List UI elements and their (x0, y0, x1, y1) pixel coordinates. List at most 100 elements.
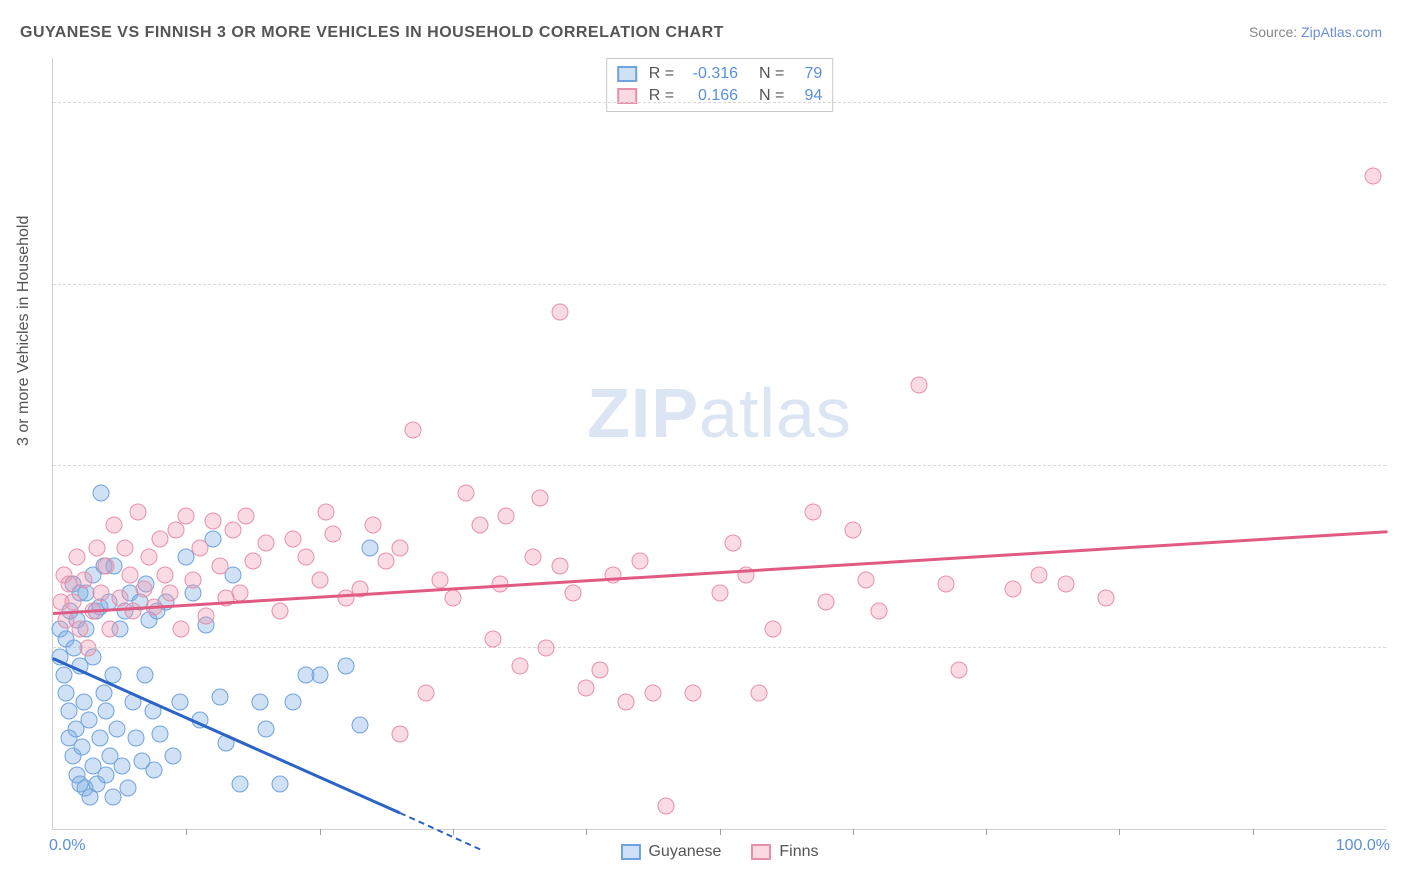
data-point (271, 603, 288, 620)
y-tick-label: 20.0% (1396, 639, 1406, 657)
gridline-h (53, 102, 1386, 103)
data-point (871, 603, 888, 620)
data-point (92, 585, 109, 602)
data-point (122, 567, 139, 584)
data-point (136, 666, 153, 683)
data-point (511, 657, 528, 674)
chart-source: Source: ZipAtlas.com (1249, 24, 1382, 40)
data-point (146, 762, 163, 779)
x-tick-max: 100.0% (1336, 837, 1390, 855)
legend-swatch (617, 66, 637, 82)
data-point (111, 589, 128, 606)
x-tick-mark (720, 829, 721, 835)
data-point (391, 725, 408, 742)
x-tick-mark (986, 829, 987, 835)
data-point (58, 684, 75, 701)
data-point (324, 526, 341, 543)
data-point (71, 621, 88, 638)
y-tick-label: 60.0% (1396, 276, 1406, 294)
data-point (79, 639, 96, 656)
data-point (938, 576, 955, 593)
data-point (804, 503, 821, 520)
legend-item: Guyanese (620, 843, 721, 861)
data-point (167, 521, 184, 538)
data-point (484, 630, 501, 647)
data-point (444, 589, 461, 606)
data-point (102, 621, 119, 638)
data-point (844, 521, 861, 538)
data-point (284, 530, 301, 547)
data-point (68, 548, 85, 565)
data-point (98, 766, 115, 783)
y-axis-label: 3 or more Vehicles in Household (15, 216, 33, 446)
data-point (418, 684, 435, 701)
data-point (127, 730, 144, 747)
data-point (178, 508, 195, 525)
data-point (311, 571, 328, 588)
gridline-h (53, 284, 1386, 285)
legend-stat-row: R =-0.316 N =79 (617, 63, 823, 85)
data-point (751, 684, 768, 701)
source-link[interactable]: ZipAtlas.com (1301, 24, 1382, 40)
legend-item: Finns (751, 843, 818, 861)
data-point (378, 553, 395, 570)
data-point (471, 517, 488, 534)
chart-title: GUYANESE VS FINNISH 3 OR MORE VEHICLES I… (20, 24, 724, 42)
data-point (119, 780, 136, 797)
data-point (92, 485, 109, 502)
data-point (231, 775, 248, 792)
data-point (538, 639, 555, 656)
data-point (284, 694, 301, 711)
data-point (114, 757, 131, 774)
data-point (88, 539, 105, 556)
data-point (98, 703, 115, 720)
data-point (318, 503, 335, 520)
data-point (524, 548, 541, 565)
data-point (130, 503, 147, 520)
legend-stat-row: R =0.166 N =94 (617, 85, 823, 107)
data-point (116, 539, 133, 556)
data-point (631, 553, 648, 570)
x-tick-mark (1253, 829, 1254, 835)
data-point (351, 716, 368, 733)
data-point (911, 376, 928, 393)
data-point (211, 557, 228, 574)
data-point (64, 594, 81, 611)
data-point (711, 585, 728, 602)
data-point (74, 739, 91, 756)
legend-label: Guyanese (648, 843, 721, 861)
data-point (172, 621, 189, 638)
data-point (458, 485, 475, 502)
legend-stats: R =-0.316 N =79R =0.166 N =94 (606, 58, 834, 112)
x-tick-mark (853, 829, 854, 835)
plot-area: ZIPatlas R =-0.316 N =79R =0.166 N =94 0… (52, 58, 1386, 830)
data-point (498, 508, 515, 525)
gridline-h (53, 465, 1386, 466)
trend-line (53, 530, 1387, 614)
x-tick-mark (1119, 829, 1120, 835)
data-point (604, 567, 621, 584)
data-point (55, 666, 72, 683)
data-point (171, 694, 188, 711)
x-tick-mark (453, 829, 454, 835)
data-point (684, 684, 701, 701)
data-point (362, 539, 379, 556)
y-tick-label: 40.0% (1396, 457, 1406, 475)
data-point (164, 748, 181, 765)
data-point (1364, 167, 1381, 184)
data-point (338, 657, 355, 674)
data-point (244, 553, 261, 570)
data-point (1004, 580, 1021, 597)
legend-series: Guyanese Finns (620, 843, 818, 861)
data-point (108, 721, 125, 738)
data-point (75, 571, 92, 588)
data-point (298, 548, 315, 565)
data-point (858, 571, 875, 588)
data-point (258, 721, 275, 738)
data-point (151, 725, 168, 742)
data-point (191, 539, 208, 556)
data-point (231, 585, 248, 602)
data-point (364, 517, 381, 534)
data-point (258, 535, 275, 552)
data-point (431, 571, 448, 588)
